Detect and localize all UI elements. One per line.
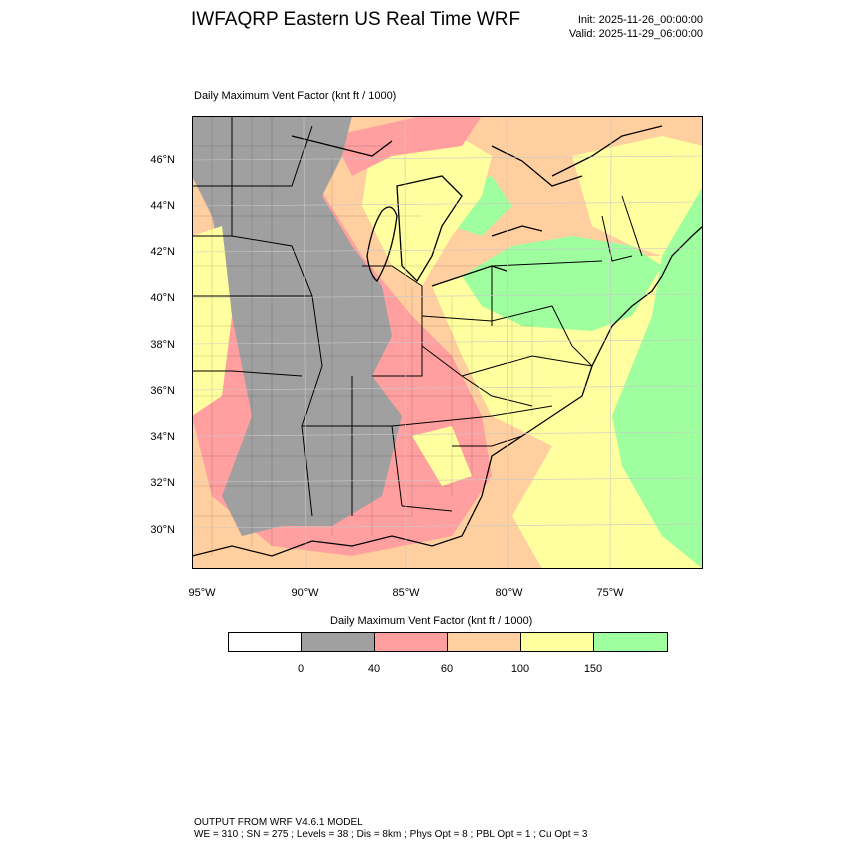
lon-label-75: 75°W <box>596 587 624 599</box>
colorbar-segment <box>521 633 594 651</box>
colorbar-tick-label: 60 <box>440 663 454 675</box>
lat-label-42: 42°N <box>150 246 175 258</box>
lon-label-90: 90°W <box>291 587 319 599</box>
colorbar-segment <box>302 633 375 651</box>
valid-time: Valid: 2025-11-29_06:00:00 <box>568 28 703 40</box>
colorbar-title: Daily Maximum Vent Factor (knt ft / 1000… <box>330 615 533 627</box>
colorbar-tick-label: 100 <box>510 663 530 675</box>
run-times: Init: 2025-11-26_00:00:00 Valid: 2025-11… <box>569 13 703 41</box>
footer-model: OUTPUT FROM WRF V4.6.1 MODEL <box>194 817 363 828</box>
init-time: Init: 2025-11-26_00:00:00 <box>577 14 703 26</box>
map-border <box>192 116 703 569</box>
coastlines <box>192 125 703 557</box>
vent-factor-map <box>192 116 703 569</box>
state-boundaries <box>192 116 643 517</box>
northern-pink-zone <box>332 116 482 176</box>
lat-label-34: 34°N <box>150 431 175 443</box>
lat-label-36: 36°N <box>150 385 175 397</box>
atlantic-yellow-zone <box>512 416 703 569</box>
graticule <box>192 116 703 569</box>
lat-label-44: 44°N <box>150 200 175 212</box>
plot-label: Daily Maximum Vent Factor (knt ft / 1000… <box>194 90 397 102</box>
colorbar-tick-label: 0 <box>297 663 305 675</box>
lon-label-85: 85°W <box>392 587 420 599</box>
colorbar-tick-label: 150 <box>583 663 603 675</box>
colorbar-segment <box>594 633 667 651</box>
michigan-yellow-zone <box>362 126 492 286</box>
lat-label-32: 32°N <box>150 477 175 489</box>
chart-title: IWFAQRP Eastern US Real Time WRF <box>191 9 521 30</box>
lat-label-38: 38°N <box>150 339 175 351</box>
colorbar-tick-label: 40 <box>367 663 381 675</box>
new-england-yellow-zone <box>572 136 703 256</box>
colorbar <box>228 632 668 652</box>
lon-label-95: 95°W <box>188 587 216 599</box>
lat-label-40: 40°N <box>150 292 175 304</box>
colorbar-segment <box>448 633 521 651</box>
lat-label-46: 46°N <box>150 154 175 166</box>
atlantic-green-zone <box>612 156 703 569</box>
gulf-zone <box>192 536 492 569</box>
lon-label-80: 80°W <box>495 587 523 599</box>
colorbar-segment <box>375 633 448 651</box>
lat-label-30: 30°N <box>150 524 175 536</box>
map-canvas <box>192 116 703 569</box>
footer-config: WE = 310 ; SN = 275 ; Levels = 38 ; Dis … <box>194 829 588 840</box>
colorbar-segment <box>229 633 302 651</box>
county-lines <box>192 116 552 556</box>
